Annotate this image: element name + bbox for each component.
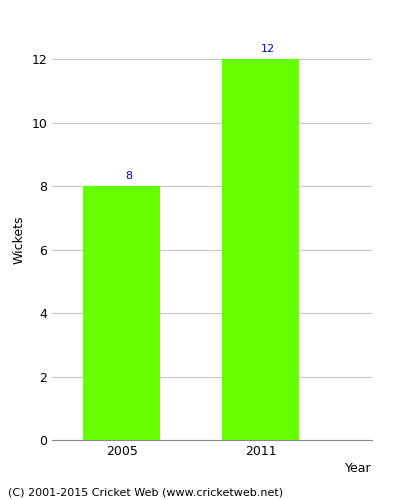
Text: Year: Year: [345, 462, 372, 475]
Text: 12: 12: [260, 44, 275, 54]
Y-axis label: Wickets: Wickets: [13, 216, 26, 264]
Text: (C) 2001-2015 Cricket Web (www.cricketweb.net): (C) 2001-2015 Cricket Web (www.cricketwe…: [8, 488, 283, 498]
Bar: [83, 186, 160, 440]
Text: 8: 8: [125, 172, 132, 181]
Bar: [222, 59, 299, 440]
